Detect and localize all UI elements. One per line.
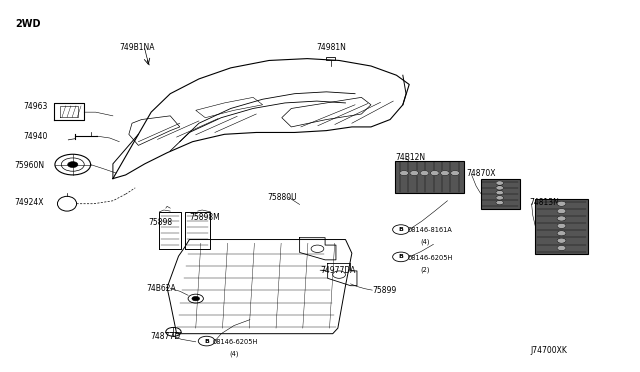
Circle shape — [557, 201, 566, 206]
Text: B: B — [204, 339, 209, 344]
Circle shape — [192, 296, 200, 301]
FancyBboxPatch shape — [395, 161, 464, 193]
Text: 75898: 75898 — [148, 218, 172, 227]
Circle shape — [496, 201, 504, 205]
Circle shape — [557, 216, 566, 221]
Circle shape — [420, 170, 429, 176]
Circle shape — [399, 170, 408, 176]
Circle shape — [557, 238, 566, 243]
Text: 74963: 74963 — [24, 102, 48, 111]
Text: 74977DA: 74977DA — [320, 266, 355, 275]
Text: 74981N: 74981N — [317, 43, 347, 52]
Text: 74B62A: 74B62A — [147, 284, 177, 293]
Text: B: B — [399, 254, 403, 259]
Circle shape — [410, 170, 419, 176]
Text: 74877D: 74877D — [150, 332, 180, 341]
Circle shape — [68, 161, 78, 167]
Text: 75960N: 75960N — [14, 161, 44, 170]
Circle shape — [557, 223, 566, 228]
Circle shape — [430, 170, 439, 176]
Circle shape — [496, 196, 504, 200]
Text: 74870X: 74870X — [467, 169, 496, 177]
Text: 75880U: 75880U — [268, 193, 298, 202]
Circle shape — [557, 209, 566, 214]
Text: (4): (4) — [420, 239, 430, 246]
Text: 75899: 75899 — [372, 286, 397, 295]
Text: (4): (4) — [230, 351, 239, 357]
Text: 74813N: 74813N — [529, 198, 559, 207]
Circle shape — [440, 170, 449, 176]
Circle shape — [451, 170, 460, 176]
Text: 08146-6205H: 08146-6205H — [408, 255, 453, 261]
Text: 74940: 74940 — [24, 132, 48, 141]
Text: 74924X: 74924X — [14, 198, 44, 207]
Text: B: B — [399, 227, 403, 232]
Text: 08146-8161A: 08146-8161A — [408, 227, 452, 233]
Circle shape — [496, 181, 504, 185]
Circle shape — [496, 190, 504, 195]
Text: 08146-6205H: 08146-6205H — [213, 339, 259, 345]
Circle shape — [557, 231, 566, 236]
Text: 74B12N: 74B12N — [395, 153, 426, 162]
Text: 75898M: 75898M — [189, 213, 220, 222]
Circle shape — [496, 186, 504, 190]
Text: 749B1NA: 749B1NA — [119, 43, 155, 52]
Text: J74700XK: J74700XK — [531, 346, 567, 355]
FancyBboxPatch shape — [536, 199, 588, 254]
Text: (2): (2) — [420, 267, 430, 273]
Text: 2WD: 2WD — [15, 19, 41, 29]
Circle shape — [557, 246, 566, 251]
FancyBboxPatch shape — [481, 179, 520, 209]
Bar — [326, 57, 335, 61]
